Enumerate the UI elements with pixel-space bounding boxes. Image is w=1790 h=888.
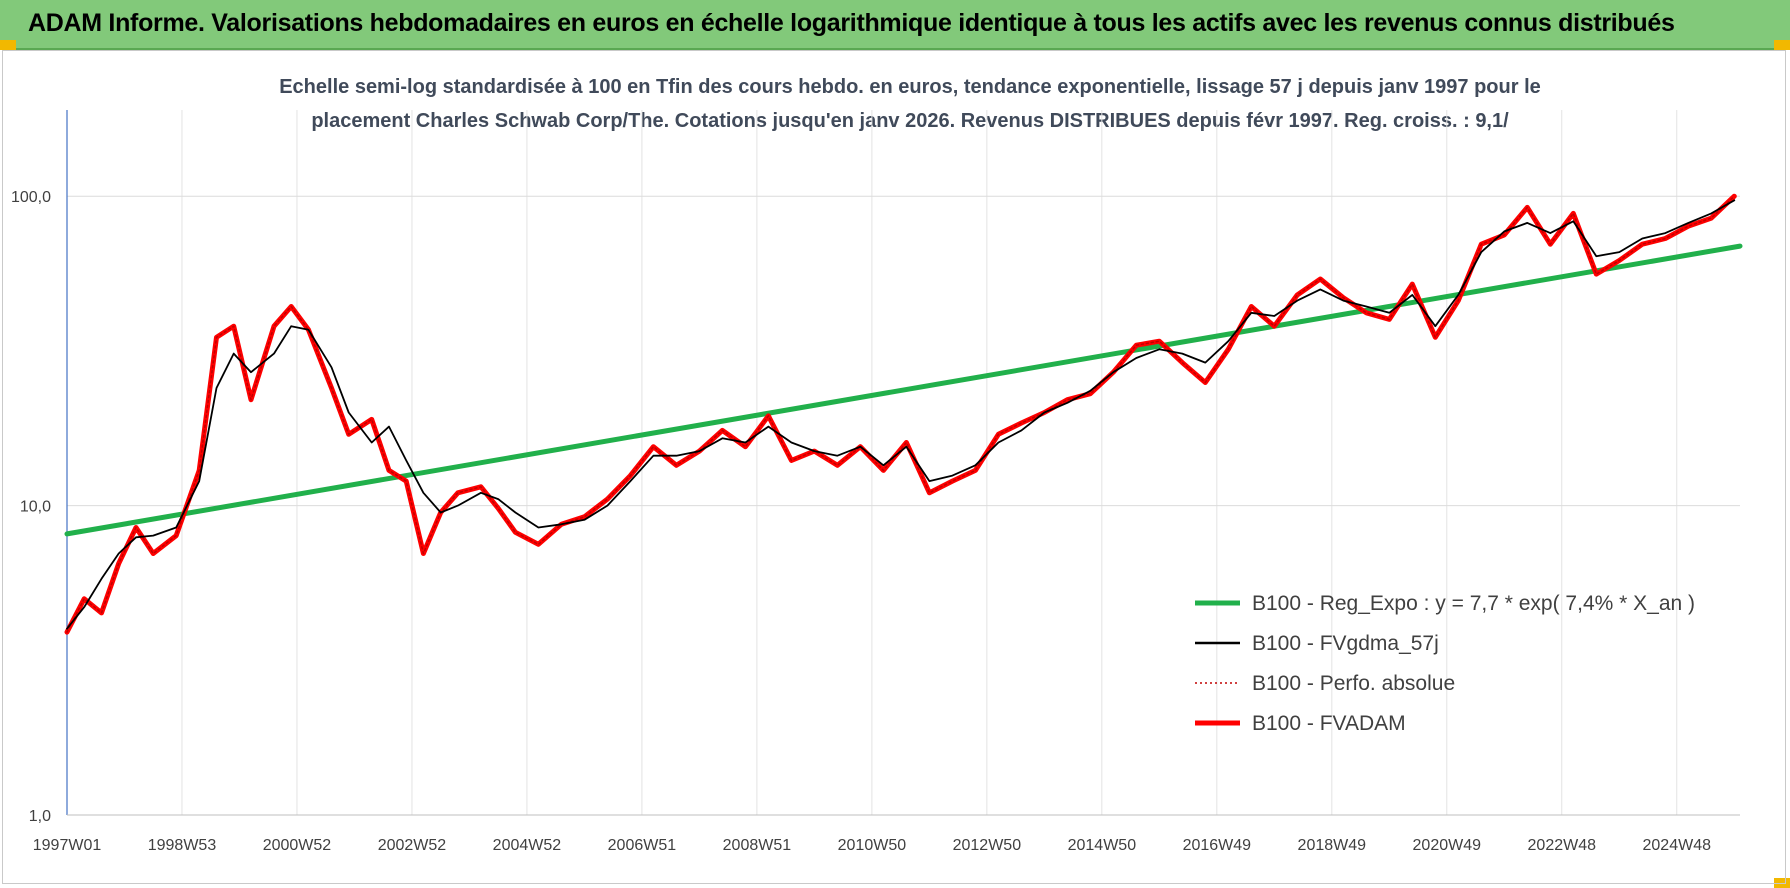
x-tick-label: 2020W49 bbox=[1413, 837, 1482, 854]
title-banner: ADAM Informe. Valorisations hebdomadaire… bbox=[0, 0, 1790, 50]
chart-subtitle-line-1: Echelle semi-log standardisée à 100 en T… bbox=[279, 76, 1541, 98]
legend-label: B100 - Perfo. absolue bbox=[1252, 672, 1455, 695]
series-line-3 bbox=[66, 195, 1736, 633]
x-tick-label: 2016W49 bbox=[1183, 837, 1252, 854]
series-line-2 bbox=[66, 199, 1736, 630]
legend-label: B100 - FVgdma_57j bbox=[1252, 632, 1439, 655]
legend: B100 - Reg_Expo : y = 7,7 * exp( 7,4% * … bbox=[1195, 592, 1695, 735]
y-tick-label: 100,0 bbox=[11, 189, 51, 206]
x-tick-label: 2018W49 bbox=[1298, 837, 1367, 854]
x-tick-label: 2022W48 bbox=[1528, 837, 1597, 854]
x-tick-label: 2012W50 bbox=[953, 837, 1022, 854]
grid-lines bbox=[67, 110, 1740, 816]
chart-frame bbox=[2, 50, 1786, 884]
corner-marker-left bbox=[0, 40, 16, 50]
legend-label: B100 - Reg_Expo : y = 7,7 * exp( 7,4% * … bbox=[1252, 592, 1695, 615]
y-tick-label: 10,0 bbox=[20, 499, 51, 516]
x-tick-label: 1998W53 bbox=[148, 837, 217, 854]
x-tick-label: 2000W52 bbox=[263, 837, 332, 854]
legend-label: B100 - FVADAM bbox=[1252, 712, 1406, 735]
banner-title: ADAM Informe. Valorisations hebdomadaire… bbox=[28, 9, 1675, 37]
series-lines bbox=[64, 193, 1743, 635]
x-tick-label: 2004W52 bbox=[493, 837, 562, 854]
series-line-4 bbox=[64, 193, 1737, 635]
x-tick-label: 1997W01 bbox=[33, 837, 102, 854]
y-tick-label: 1,0 bbox=[29, 808, 51, 825]
x-tick-label: 2002W52 bbox=[378, 837, 447, 854]
x-tick-label: 2006W51 bbox=[608, 837, 677, 854]
x-tick-label: 2008W51 bbox=[723, 837, 792, 854]
x-tick-label: 2024W48 bbox=[1643, 837, 1712, 854]
x-tick-label: 2014W50 bbox=[1068, 837, 1137, 854]
x-tick-label: 2010W50 bbox=[838, 837, 907, 854]
corner-marker-right bbox=[1774, 40, 1790, 50]
chart-subtitle-line-2: placement Charles Schwab Corp/The. Cotat… bbox=[311, 110, 1509, 132]
axes: 1,0 10,0 100,0 1997W01 1998W53 2000W52 2002W52… bbox=[11, 110, 1740, 854]
series-line-1 bbox=[64, 243, 1743, 537]
